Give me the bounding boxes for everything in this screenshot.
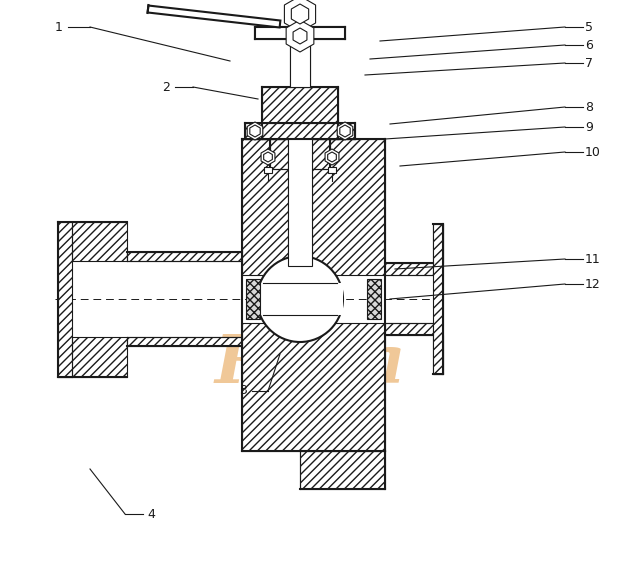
- Polygon shape: [367, 279, 381, 319]
- Polygon shape: [246, 279, 260, 319]
- Polygon shape: [58, 221, 127, 261]
- Polygon shape: [300, 451, 385, 489]
- Polygon shape: [337, 122, 353, 140]
- Text: 4: 4: [147, 508, 155, 521]
- Polygon shape: [250, 125, 260, 137]
- Polygon shape: [261, 149, 275, 165]
- Text: 12: 12: [585, 278, 601, 291]
- Polygon shape: [58, 221, 72, 377]
- Text: 1: 1: [55, 20, 63, 34]
- Text: 6: 6: [585, 39, 593, 52]
- Polygon shape: [385, 323, 433, 335]
- Bar: [255, 27, 345, 39]
- Polygon shape: [325, 149, 339, 165]
- Text: Relia: Relia: [214, 332, 406, 397]
- Bar: [290, 39, 310, 87]
- Polygon shape: [58, 337, 127, 377]
- Polygon shape: [285, 0, 316, 32]
- Text: 8: 8: [585, 101, 593, 113]
- Bar: [257, 283, 343, 315]
- Text: 10: 10: [585, 146, 601, 159]
- Polygon shape: [127, 337, 242, 346]
- Polygon shape: [127, 252, 242, 261]
- Polygon shape: [148, 6, 280, 27]
- Polygon shape: [328, 152, 336, 162]
- Bar: [328, 167, 336, 173]
- Polygon shape: [433, 224, 443, 263]
- Circle shape: [257, 256, 343, 342]
- Text: 11: 11: [585, 253, 601, 266]
- Polygon shape: [433, 224, 443, 374]
- Polygon shape: [292, 4, 308, 24]
- Text: 5: 5: [585, 20, 593, 34]
- Text: 2: 2: [162, 80, 170, 93]
- Text: 7: 7: [585, 56, 593, 69]
- Polygon shape: [245, 123, 355, 139]
- Polygon shape: [340, 125, 350, 137]
- Polygon shape: [270, 139, 330, 169]
- Polygon shape: [242, 323, 385, 451]
- Polygon shape: [293, 28, 307, 44]
- Polygon shape: [385, 263, 433, 275]
- Text: 9: 9: [585, 121, 593, 134]
- Polygon shape: [262, 87, 338, 139]
- Polygon shape: [264, 152, 272, 162]
- Polygon shape: [247, 122, 263, 140]
- Text: 3: 3: [239, 385, 247, 398]
- Polygon shape: [286, 20, 314, 52]
- Polygon shape: [242, 139, 385, 275]
- Polygon shape: [433, 335, 443, 374]
- Bar: [264, 167, 272, 173]
- Bar: [288, 139, 312, 266]
